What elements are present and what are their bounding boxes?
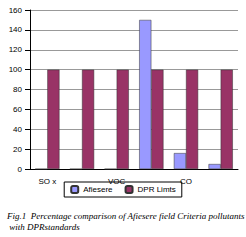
svg-text:160: 160 bbox=[9, 6, 23, 15]
svg-text:Fig.1 Percentage comparison o: Fig.1 Percentage comparison of Afiesere … bbox=[6, 211, 245, 221]
svg-text:SO x: SO x bbox=[38, 177, 56, 186]
svg-text:with DPRstandards: with DPRstandards bbox=[7, 222, 80, 232]
svg-text:140: 140 bbox=[9, 25, 23, 34]
svg-text:20: 20 bbox=[13, 145, 22, 154]
svg-text:VOC: VOC bbox=[108, 176, 126, 186]
svg-text:60: 60 bbox=[13, 105, 22, 114]
svg-text:DPR Limts: DPR Limts bbox=[138, 185, 176, 194]
svg-text:80: 80 bbox=[13, 85, 22, 94]
svg-text:CO: CO bbox=[180, 176, 192, 186]
svg-text:100: 100 bbox=[9, 65, 23, 74]
svg-text:0: 0 bbox=[18, 165, 23, 174]
svg-text:40: 40 bbox=[13, 125, 22, 134]
svg-text:Afiesere: Afiesere bbox=[83, 185, 113, 194]
svg-text:120: 120 bbox=[9, 45, 23, 54]
